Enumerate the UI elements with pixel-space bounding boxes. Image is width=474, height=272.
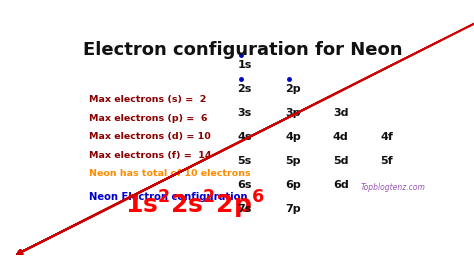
- Text: $\mathbf{1s^22s^22p^6}$: $\mathbf{1s^22s^22p^6}$: [125, 189, 265, 221]
- Text: 7p: 7p: [285, 204, 301, 214]
- Text: Max electrons (s) =  2: Max electrons (s) = 2: [89, 95, 206, 104]
- Text: 5f: 5f: [381, 156, 393, 166]
- Text: Max electrons (d) = 10: Max electrons (d) = 10: [89, 132, 210, 141]
- Text: 6d: 6d: [333, 180, 349, 190]
- Text: Electron configuration for Neon: Electron configuration for Neon: [83, 41, 403, 59]
- Text: 2p: 2p: [285, 84, 301, 94]
- Text: Max electrons (p) =  6: Max electrons (p) = 6: [89, 114, 207, 123]
- Text: 5s: 5s: [237, 156, 252, 166]
- Text: 6s: 6s: [237, 180, 252, 190]
- Text: 2s: 2s: [237, 84, 252, 94]
- Text: Max electrons (f) =  14: Max electrons (f) = 14: [89, 151, 211, 160]
- Text: Neon Electron configuration: Neon Electron configuration: [89, 192, 247, 202]
- Text: 4s: 4s: [237, 132, 252, 142]
- Text: 1s: 1s: [237, 60, 252, 70]
- Text: Neon has total of 10 electrons: Neon has total of 10 electrons: [89, 169, 250, 178]
- Text: 7s: 7s: [237, 204, 252, 214]
- Text: 3d: 3d: [333, 108, 348, 118]
- Text: Topblogtenz.com: Topblogtenz.com: [360, 183, 425, 192]
- Text: 4f: 4f: [381, 132, 393, 142]
- Text: 4d: 4d: [333, 132, 349, 142]
- Text: 3p: 3p: [285, 108, 301, 118]
- Text: 4p: 4p: [285, 132, 301, 142]
- Text: 3s: 3s: [237, 108, 252, 118]
- Text: 6p: 6p: [285, 180, 301, 190]
- Text: 5p: 5p: [285, 156, 301, 166]
- Text: 5d: 5d: [333, 156, 348, 166]
